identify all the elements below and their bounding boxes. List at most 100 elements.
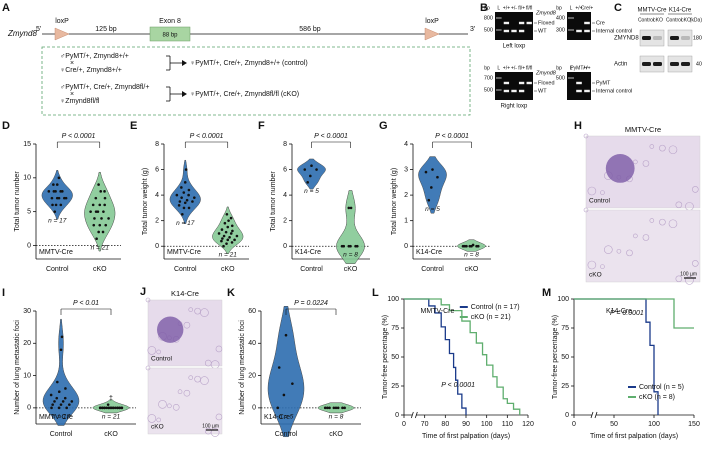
tissue [188,307,194,312]
y-tick-label: 0 [252,405,256,412]
data-point [109,406,113,410]
data-point [181,212,184,216]
tissue [145,365,151,371]
data-point [63,396,67,400]
parent: ♀Cre/+, Zmynd8+/+ [60,67,122,74]
panel-caption: cKO [151,424,164,431]
violin [212,206,244,254]
tissue [668,145,678,155]
data-point [55,183,59,186]
data-point [56,380,59,384]
data-point [57,406,61,410]
data-point [111,406,115,410]
tissue [156,417,161,423]
y-axis-label: Number of lung metastatic foci [239,320,246,415]
y-tick-label: 0 [404,243,408,250]
data-point [226,238,230,242]
blot-band [670,36,679,40]
n-label: n = 8 [343,252,358,259]
data-point [92,223,96,227]
lane-label: fl/fl [526,5,532,11]
data-point [336,406,340,410]
gel-band [518,21,525,25]
y-axis-label: Number of lung metastatic foci [14,320,21,415]
gel-band [518,89,525,93]
panel-label: E [130,120,137,132]
arrow-head [182,60,187,66]
violin [92,399,130,414]
ladder-band [496,29,502,31]
panel-caption: Control [151,356,173,363]
gel [495,72,533,100]
y-tick-label: 8 [155,141,159,148]
axis-break [594,411,598,419]
gel-band [503,29,510,33]
data-point [224,230,228,234]
tissue [587,186,597,196]
data-point [49,393,53,397]
gap-label: 125 bp [95,26,117,33]
tissue [156,349,161,355]
lane-label: +/- [511,5,517,11]
data-point [104,223,108,227]
data-point [98,203,102,207]
tissue [600,264,605,269]
blot-band [670,62,679,66]
gel-caption: Right loxp [501,104,528,110]
data-point [175,193,179,197]
scale-label: 100 µm [202,423,219,429]
panel-label: B [480,2,488,14]
blot-band [681,36,690,40]
y-axis-label: Total tumor number [270,171,277,232]
x-tick-label: 120 [522,421,534,428]
data-point [118,406,121,410]
lane-label: PyMT/+ [570,65,587,71]
y-tick-label: 20 [248,372,256,379]
data-point [96,210,100,213]
x-tick-label: 70 [421,421,429,428]
lane-label: fl/+ [518,5,525,11]
data-point [309,174,312,178]
tissue [642,160,650,167]
data-point [59,348,63,352]
n-label: n = 5 [304,188,319,195]
x-axis-label: Time of first palpation (days) [590,433,678,440]
tissue [188,375,194,380]
y-tick-label: 30 [23,308,31,315]
data-point [233,238,236,242]
panel-label: J [140,286,146,298]
y-tick-label: 40 [248,340,256,347]
data-point [98,223,102,227]
data-point [230,224,234,228]
n-label: n = 21 [102,414,121,421]
tissue [583,133,589,139]
tissue [172,404,180,411]
data-point [220,228,224,231]
unit-label: (kDa) [690,17,702,23]
gel-band [584,29,590,33]
tissue [600,190,605,195]
blot [639,55,665,73]
marker-label: 500 [484,87,493,93]
p-value: P < 0.0001 [314,133,348,140]
y-tick-label: 1 [404,218,408,225]
data-point [284,333,288,337]
data-point [303,168,307,171]
data-point [183,201,187,205]
data-point [100,217,103,220]
data-point [431,168,434,171]
tissue [685,276,694,285]
gel-band [511,29,517,33]
x-tick-label: 100 [481,421,493,428]
data-point [95,237,98,241]
n-label: n = 17 [176,220,195,227]
n-label: n = 5 [279,414,294,421]
lane-label: cKO [653,17,663,23]
x-tick-label: Control [300,266,323,273]
y-tick-label: 100 [557,296,569,303]
data-point [53,400,56,403]
panel-label: L [372,287,379,299]
data-point [52,183,55,186]
marker-label: 700 [484,75,493,81]
data-point [57,390,61,394]
